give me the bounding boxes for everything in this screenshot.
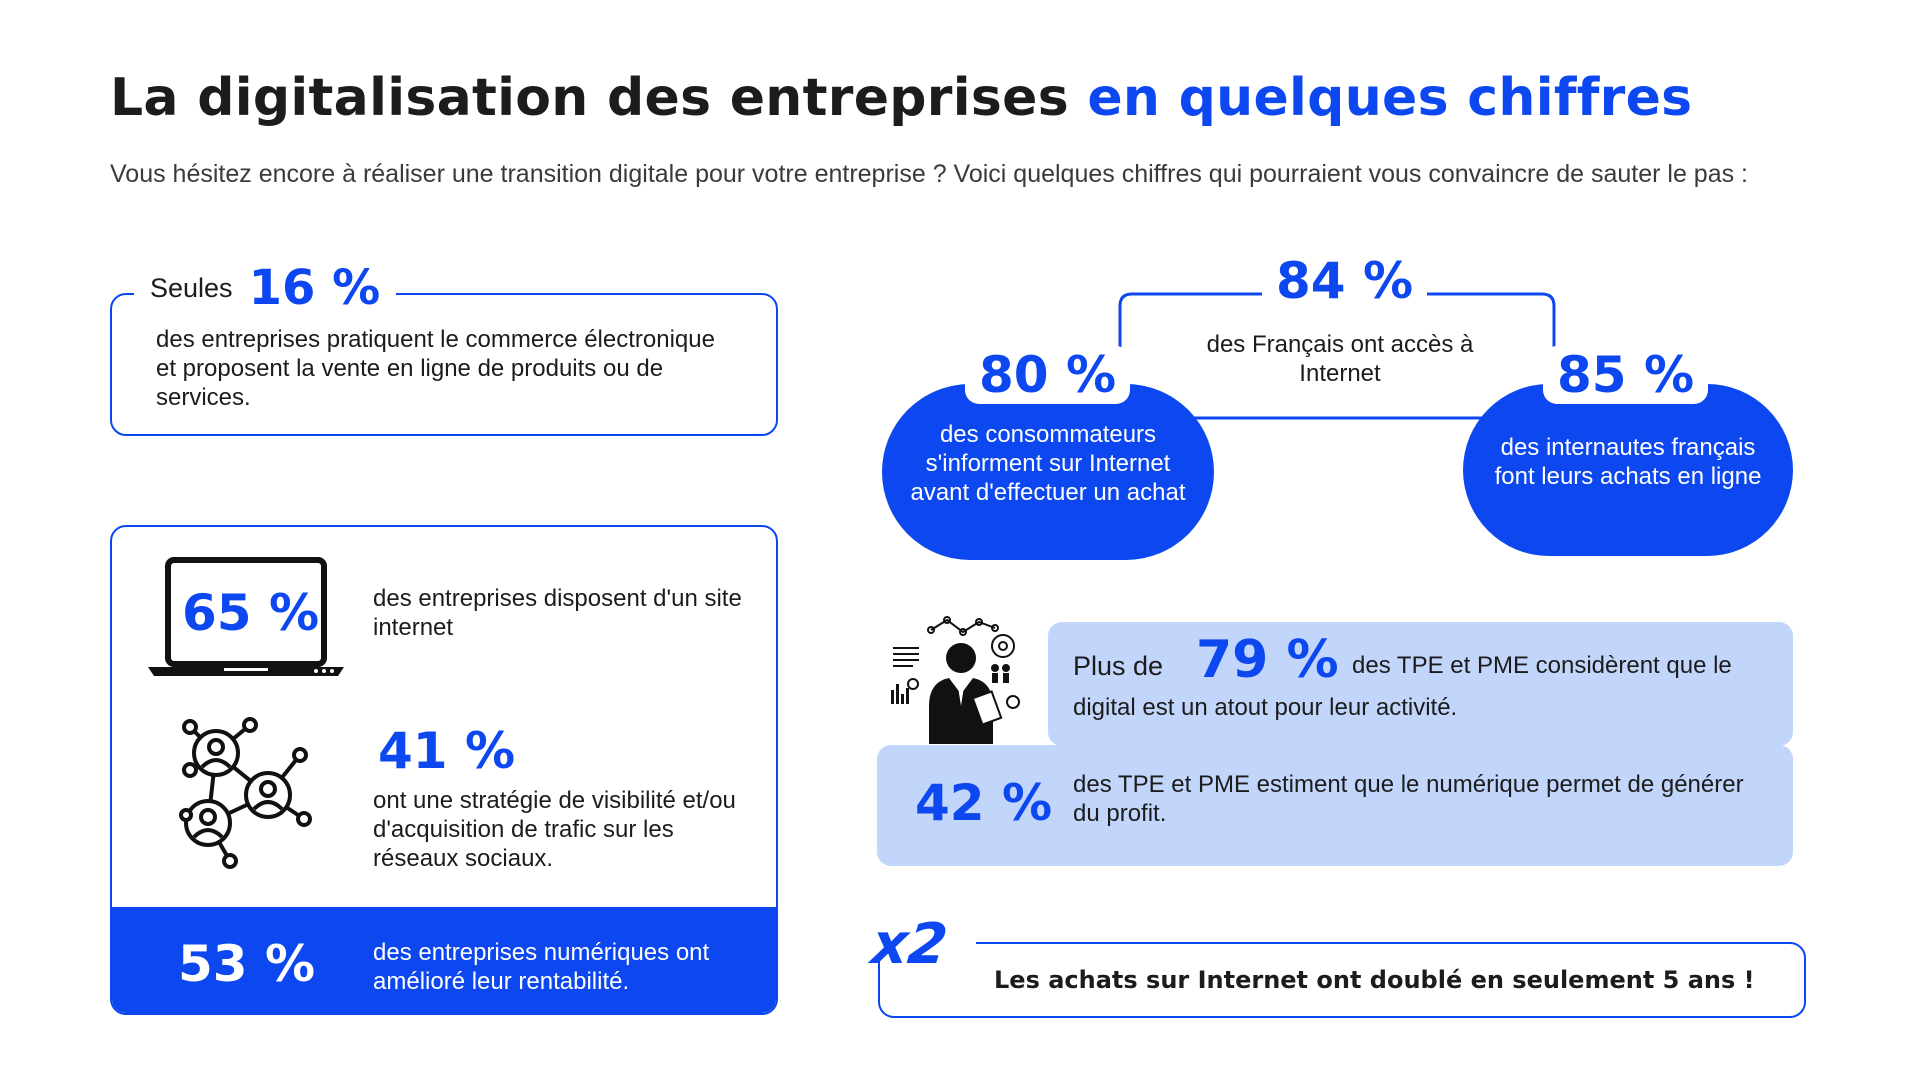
- stat-53-text: des entreprises numériques ont amélioré …: [373, 939, 710, 995]
- stat-79-panel: [1048, 622, 1793, 746]
- stat-x2-gap: [868, 928, 976, 960]
- stat-79-text-line2: digital est un atout pour leur activité.: [1073, 694, 1458, 721]
- stat-41-value: 41 %: [378, 722, 516, 780]
- stat-80-text: des consommateurs s'informent sur Intern…: [910, 421, 1186, 506]
- laptop-icon: [148, 557, 344, 676]
- stat-41-text: ont une stratégie de visibilité et/ou d'…: [373, 787, 736, 872]
- stat-x2-text: Les achats sur Internet ont doublé en se…: [994, 966, 1755, 994]
- stat-16-prefix: Seules: [150, 272, 233, 303]
- stat-80-bubble: [882, 384, 1214, 560]
- stat-79-text-line1: des TPE et PME considèrent que le: [1352, 652, 1732, 679]
- stat-16-header: Seules 16 %: [134, 258, 397, 318]
- stat-85-text: des internautes français font leurs acha…: [1494, 434, 1762, 490]
- business-analyst-icon: [879, 614, 1047, 744]
- stat-16-text: des entreprises pratiquent le commerce é…: [156, 326, 715, 411]
- page-subtitle: Vous hésitez encore à réaliser une trans…: [110, 160, 1749, 188]
- stat-53-value: 53 %: [178, 935, 316, 993]
- stat-42-panel: [877, 745, 1793, 866]
- stat-84-text: des Français ont accès à Internet: [1206, 331, 1474, 387]
- stat-16-value: 16 %: [248, 260, 381, 316]
- stat-x2-value: x2: [868, 912, 951, 977]
- title-highlight: en quelques chiffres: [1087, 68, 1693, 128]
- stat-85-value: 85 %: [1543, 346, 1709, 404]
- stat-65-text: des entreprises disposent d'un site inte…: [373, 585, 742, 641]
- stat-42-value: 42 %: [915, 774, 1053, 832]
- page-title: La digitalisation des entreprises en que…: [110, 68, 1692, 128]
- stat-42-text: des TPE et PME estiment que le numérique…: [1073, 771, 1744, 827]
- stat-16-card: [110, 293, 778, 436]
- stat-79-prefix: Plus de: [1073, 651, 1164, 681]
- stat-79-value: 79 %: [1196, 630, 1339, 690]
- social-network-icon: [179, 717, 312, 869]
- title-main: La digitalisation des entreprises: [110, 68, 1069, 128]
- stat-53-band: [112, 907, 776, 1013]
- stat-65-value: 65 %: [182, 584, 320, 642]
- stat-x2-card: [878, 942, 1806, 1018]
- stats-card: [110, 525, 778, 1015]
- stat-84-value: 84 %: [1262, 252, 1428, 310]
- stat-85-bubble: [1463, 384, 1793, 556]
- stat-80-value: 80 %: [965, 346, 1131, 404]
